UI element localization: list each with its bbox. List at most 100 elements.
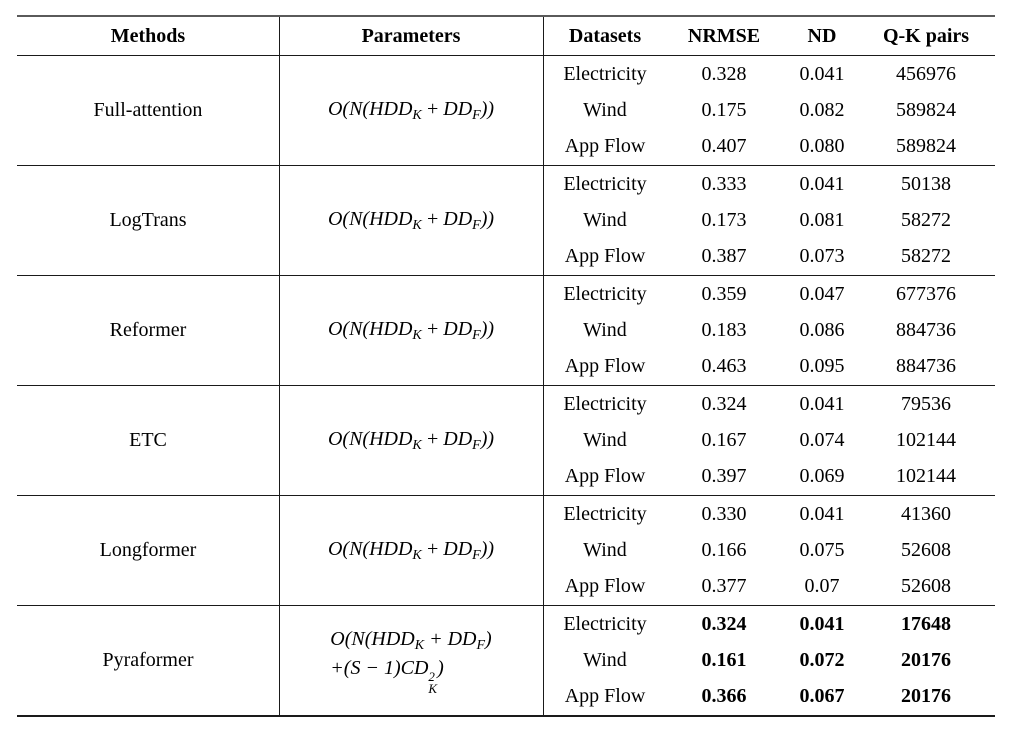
method-group: Reformer O(N(HDDK + DDF)) Electricity 0.359…	[17, 275, 995, 385]
nrmse-value: 0.359	[701, 282, 747, 305]
nrmse-value: 0.377	[701, 575, 747, 598]
nrmse-value: 0.328	[701, 62, 747, 85]
dataset-label: Wind	[583, 648, 627, 671]
method-complexity-formula: O(N(HDDK + DDF))	[279, 166, 543, 275]
dataset-label: App Flow	[564, 245, 646, 268]
formula-line: +(S − 1)CD 2 K)	[330, 657, 444, 696]
formula-line: O(N(HDDK + DDF)	[330, 628, 492, 653]
nrmse-value: 0.324	[701, 612, 747, 635]
qk-pairs-value: 677376	[896, 282, 956, 305]
nd-value: 0.069	[799, 465, 845, 488]
dataset-label: Electricity	[563, 612, 647, 635]
table-row: Electricity 0.330 0.041 41360	[543, 496, 995, 532]
formula-block: O(N(HDDK + DDF))	[328, 206, 494, 235]
col-header-methods: Methods	[110, 24, 186, 47]
table-row: Wind 0.183 0.086 884736	[543, 312, 995, 348]
qk-pairs-value: 589824	[896, 135, 956, 158]
formula-block: O(N(HDDK + DDF))	[328, 316, 494, 345]
table-row: Wind 0.173 0.081 58272	[543, 202, 995, 238]
dataset-label: Electricity	[563, 172, 647, 195]
table-row: Wind 0.166 0.075 52608	[543, 532, 995, 568]
col-header-datasets: Datasets	[568, 24, 642, 47]
qk-pairs-value: 456976	[896, 62, 956, 85]
nrmse-value: 0.366	[701, 685, 747, 708]
nd-value: 0.07	[804, 575, 840, 598]
nrmse-value: 0.166	[701, 538, 747, 561]
metrics-header-section: Datasets NRMSE ND Q-K pairs	[543, 25, 995, 48]
qk-pairs-value: 20176	[901, 685, 951, 708]
qk-pairs-value: 52608	[901, 538, 951, 561]
dataset-label: Wind	[583, 208, 627, 231]
formula-line: O(N(HDDK + DDF))	[327, 98, 495, 123]
nd-value: 0.041	[799, 502, 845, 525]
nd-value: 0.095	[799, 355, 845, 378]
dataset-label: Electricity	[563, 502, 647, 525]
table-row: App Flow 0.377 0.07 52608	[543, 569, 995, 605]
dataset-label: App Flow	[564, 355, 646, 378]
qk-pairs-value: 884736	[896, 355, 956, 378]
nd-value: 0.041	[799, 392, 845, 415]
formula-line: O(N(HDDK + DDF))	[327, 428, 495, 453]
method-name: Full-attention	[93, 99, 203, 121]
method-complexity-formula: O(N(HDDK + DDF))	[279, 56, 543, 165]
nrmse-value: 0.407	[701, 135, 747, 158]
nrmse-value: 0.333	[701, 172, 747, 195]
nd-value: 0.041	[799, 172, 845, 195]
nd-value: 0.075	[799, 538, 845, 561]
nrmse-value: 0.330	[701, 502, 747, 525]
method-group: LogTrans O(N(HDDK + DDF)) Electricity 0.333…	[17, 165, 995, 275]
method-group: ETC O(N(HDDK + DDF)) Electricity 0.324 0.041…	[17, 385, 995, 495]
dataset-label: Wind	[583, 98, 627, 121]
method-name: LogTrans	[109, 209, 187, 231]
nrmse-value: 0.183	[701, 318, 747, 341]
dataset-label: App Flow	[564, 135, 646, 158]
method-complexity-formula: O(N(HDDK + DDF))	[279, 386, 543, 495]
nd-value: 0.080	[799, 135, 845, 158]
nd-value: 0.081	[799, 208, 845, 231]
table-row: Electricity 0.324 0.041 17648	[543, 606, 995, 642]
method-group: Pyraformer O(N(HDDK + DDF) +(S − 1)CD 2 K) El…	[17, 605, 995, 715]
method-complexity-formula: O(N(HDDK + DDF))	[279, 276, 543, 385]
qk-pairs-value: 50138	[901, 172, 951, 195]
table-row: Wind 0.161 0.072 20176	[543, 642, 995, 678]
dataset-rows: Electricity 0.333 0.041 50138 Wind 0.173 0.081…	[543, 166, 995, 275]
col-header-nrmse: NRMSE	[687, 24, 761, 47]
dataset-rows: Electricity 0.324 0.041 17648 Wind 0.161 0.072…	[543, 606, 995, 715]
nrmse-value: 0.463	[701, 355, 747, 378]
table-row: Electricity 0.324 0.041 79536	[543, 386, 995, 422]
nd-value: 0.067	[799, 685, 845, 708]
formula-line: O(N(HDDK + DDF))	[327, 208, 495, 233]
dataset-label: Wind	[583, 428, 627, 451]
nd-value: 0.086	[799, 318, 845, 341]
qk-pairs-value: 20176	[901, 648, 951, 671]
table-row: App Flow 0.407 0.080 589824	[543, 129, 995, 165]
qk-pairs-value: 102144	[896, 428, 956, 451]
dataset-rows: Electricity 0.328 0.041 456976 Wind 0.175 0.08…	[543, 56, 995, 165]
nrmse-value: 0.387	[701, 245, 747, 268]
method-complexity-formula: O(N(HDDK + DDF) +(S − 1)CD 2 K)	[279, 606, 543, 715]
method-complexity-formula: O(N(HDDK + DDF))	[279, 496, 543, 605]
qk-pairs-value: 17648	[901, 612, 951, 635]
dataset-label: Wind	[583, 538, 627, 561]
table-row: App Flow 0.366 0.067 20176	[543, 679, 995, 715]
dataset-label: App Flow	[564, 575, 646, 598]
table-row: App Flow 0.397 0.069 102144	[543, 459, 995, 495]
dataset-label: Electricity	[563, 392, 647, 415]
table-header-row: Methods Parameters Datasets NRMSE ND Q-K…	[17, 17, 995, 55]
method-name: Pyraformer	[102, 649, 194, 671]
qk-pairs-value: 884736	[896, 318, 956, 341]
dataset-label: Wind	[583, 318, 627, 341]
nrmse-value: 0.167	[701, 428, 747, 451]
nd-value: 0.074	[799, 428, 845, 451]
formula-block: O(N(HDDK + DDF) +(S − 1)CD 2 K)	[330, 626, 491, 695]
table-row: Electricity 0.359 0.047 677376	[543, 276, 995, 312]
formula-line: O(N(HDDK + DDF))	[327, 318, 495, 343]
nrmse-value: 0.397	[701, 465, 747, 488]
formula-block: O(N(HDDK + DDF))	[328, 426, 494, 455]
method-group: Full-attention O(N(HDDK + DDF)) Electricit…	[17, 55, 995, 165]
nrmse-value: 0.324	[701, 392, 747, 415]
dataset-rows: Electricity 0.359 0.047 677376 Wind 0.183 0.08…	[543, 276, 995, 385]
table-row: App Flow 0.387 0.073 58272	[543, 239, 995, 275]
table-row: Wind 0.167 0.074 102144	[543, 422, 995, 458]
